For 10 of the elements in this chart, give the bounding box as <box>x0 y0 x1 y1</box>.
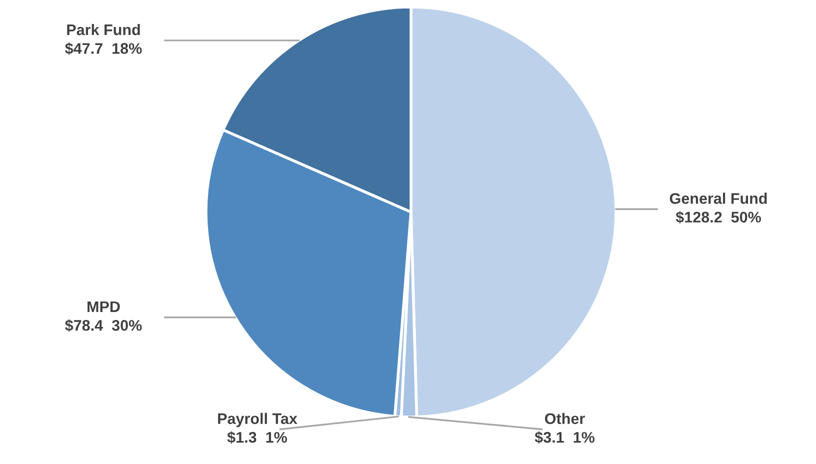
data-label: $3.1 1% <box>534 431 594 444</box>
slice-label: Park Fund <box>67 24 140 36</box>
data-label: $78.4 30% <box>65 319 142 332</box>
data-label: $1.3 1% <box>227 431 287 444</box>
slice-label: Payroll Tax <box>218 412 298 428</box>
slice-label: General Fund <box>670 192 767 204</box>
data-label: $128.2 50% <box>676 211 761 224</box>
data-label: $47.7 18% <box>65 42 142 55</box>
slice-label: Other <box>545 412 585 424</box>
slice-label: MPD <box>88 301 120 312</box>
